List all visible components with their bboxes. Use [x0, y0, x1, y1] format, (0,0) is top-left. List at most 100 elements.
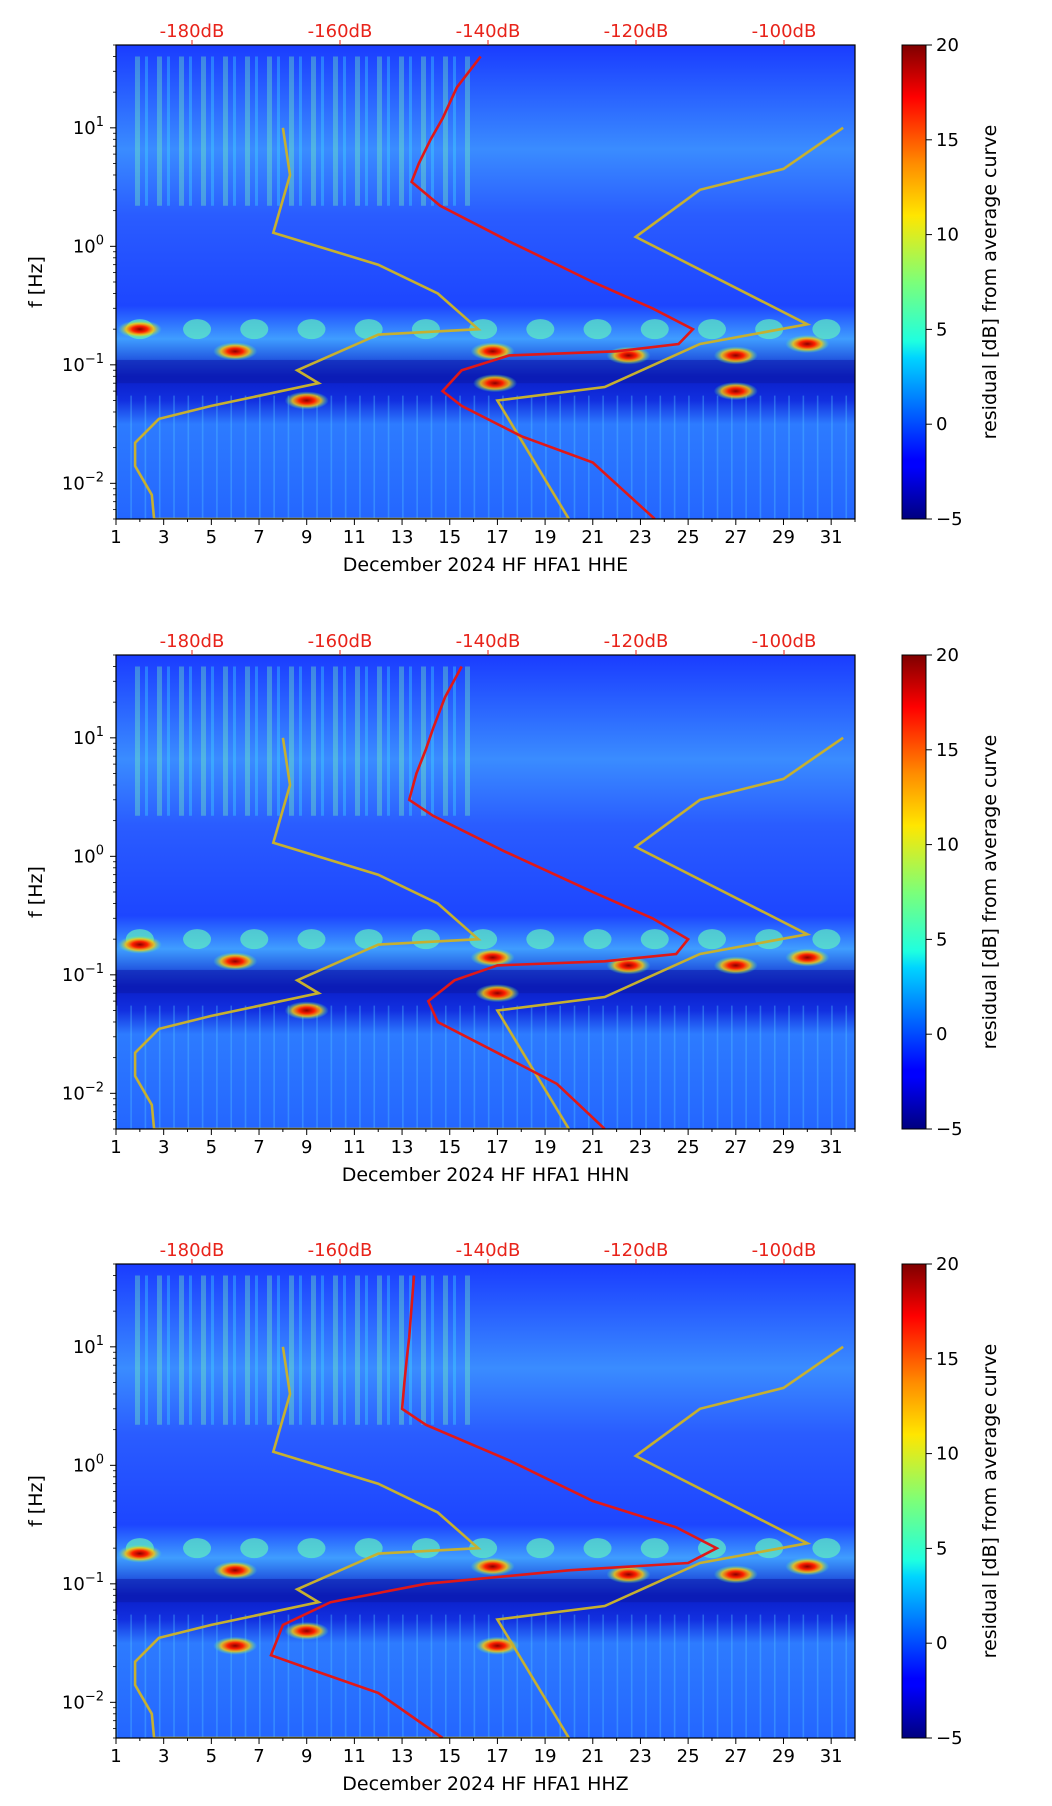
texture-line [402, 1614, 404, 1738]
texture-line [416, 1614, 418, 1738]
texture-line [773, 395, 776, 519]
texture-line [158, 1005, 161, 1129]
texture-line [845, 1005, 848, 1129]
texture-line [301, 1005, 304, 1129]
colorbar-tick-label: −5 [936, 1728, 963, 1749]
texture-line [316, 1614, 318, 1738]
x-tick-label: 23 [629, 1137, 652, 1158]
texture-line [430, 1614, 433, 1738]
x-tick-label: 29 [772, 1746, 795, 1767]
x-tick-label: 19 [534, 1746, 557, 1767]
texture-line [116, 1005, 118, 1129]
texture-line [573, 395, 576, 519]
texture-line [201, 1005, 204, 1129]
colorbar-tick-label: 20 [936, 35, 959, 56]
hot-spot [785, 334, 830, 353]
colorbar-gradient [901, 654, 927, 1130]
db-axis-label: -100dB [752, 1240, 817, 1261]
texture-line [688, 1005, 690, 1129]
texture-line [430, 1005, 433, 1129]
x-tick-label: 13 [391, 1137, 414, 1158]
hot-spot [606, 1565, 651, 1584]
panel-hhe: 1 3 5 7 9 11 13 15 17 19 21 23 25 27 29 3110−210−110010… [25, 21, 1001, 576]
model-curve [133, 1345, 844, 1738]
texture-line [273, 395, 275, 519]
y-tick-label: 101 [73, 115, 104, 139]
texture-line [659, 1614, 662, 1738]
x-tick-label: 7 [253, 1137, 264, 1158]
colorbar: 20 15 10 5 0 −5 residual [dB] from average cur… [901, 1254, 1001, 1749]
texture-line [216, 395, 218, 519]
hot-spot [475, 1636, 520, 1655]
hot-spot [785, 1557, 830, 1576]
texture-line [559, 1614, 561, 1738]
y-tick-label: 100 [73, 1452, 104, 1476]
colorbar-label: residual [dB] from average curve [979, 1344, 1001, 1659]
quiet-band [116, 969, 855, 994]
x-tick-label: 15 [438, 1137, 461, 1158]
texture-line [702, 395, 705, 519]
y-tick-label: 10−2 [62, 470, 104, 494]
texture-line [645, 1614, 647, 1738]
texture-line [745, 1614, 747, 1738]
texture-line [259, 395, 261, 519]
texture-line [444, 1614, 447, 1738]
colorbar-tick-label: 10 [936, 225, 959, 246]
texture-line [602, 1005, 604, 1129]
microseism-bump [469, 929, 498, 950]
hot-spot [713, 382, 758, 401]
texture-line [616, 1005, 619, 1129]
texture-line [373, 395, 376, 519]
y-tick-label: 10−1 [62, 962, 104, 986]
microseism-bump [240, 929, 269, 950]
x-tick-label: 13 [391, 527, 414, 548]
texture-line [344, 1005, 347, 1129]
texture-line [387, 1005, 390, 1129]
texture-line [230, 395, 233, 519]
texture-line [773, 1005, 776, 1129]
x-tick-label: 13 [391, 1746, 414, 1767]
y-tick-label: 101 [73, 725, 104, 749]
texture-line [502, 1614, 504, 1738]
texture-line [559, 1005, 561, 1129]
panel-hhn: 1 3 5 7 9 11 13 15 17 19 21 23 25 27 29 3110−210−110010… [25, 631, 1001, 1186]
colorbar-tick-label: 5 [936, 319, 947, 340]
y-axis-label: f [Hz] [25, 256, 47, 308]
texture-line [716, 1614, 719, 1738]
microseism-bump [183, 929, 212, 950]
x-tick-label: 5 [206, 1746, 217, 1767]
texture-line [316, 1005, 318, 1129]
texture-line [487, 1614, 490, 1738]
x-tick-label: 11 [343, 1746, 366, 1767]
texture-line [745, 395, 747, 519]
texture-line [344, 1614, 347, 1738]
microseism-bump [583, 929, 612, 950]
texture-line [473, 1614, 476, 1738]
texture-line [502, 395, 504, 519]
texture-line [745, 1005, 747, 1129]
microseism-bump [526, 1538, 555, 1559]
hot-spot [213, 342, 258, 361]
x-tick-label: 3 [158, 1137, 169, 1158]
x-tick-label: 19 [534, 527, 557, 548]
texture-line [816, 1005, 819, 1129]
texture-line [359, 395, 361, 519]
daytime-stripes [130, 666, 474, 816]
texture-line [301, 395, 304, 519]
texture-line [588, 395, 590, 519]
texture-line [602, 395, 604, 519]
texture-line [688, 395, 690, 519]
texture-line [816, 1614, 819, 1738]
texture-line [402, 395, 404, 519]
spectrogram-area [116, 45, 855, 519]
x-tick-label: 27 [724, 1746, 747, 1767]
texture-line [630, 1614, 633, 1738]
texture-line [416, 395, 418, 519]
texture-line [130, 395, 132, 519]
x-tick-label: 9 [301, 1137, 312, 1158]
db-axis-label: -160dB [308, 631, 373, 652]
microseism-bump [640, 319, 669, 340]
microseism-bump [812, 1538, 841, 1559]
texture-line [116, 395, 118, 519]
x-tick-label: 9 [301, 527, 312, 548]
